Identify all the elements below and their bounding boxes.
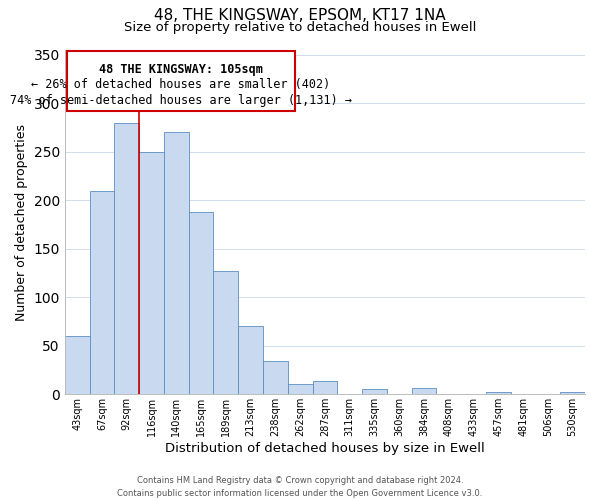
Bar <box>486 392 511 394</box>
Text: 48, THE KINGSWAY, EPSOM, KT17 1NA: 48, THE KINGSWAY, EPSOM, KT17 1NA <box>154 8 446 22</box>
Bar <box>263 362 288 394</box>
Bar <box>362 390 387 394</box>
Bar <box>412 388 436 394</box>
Bar <box>188 212 214 394</box>
Bar <box>313 380 337 394</box>
Y-axis label: Number of detached properties: Number of detached properties <box>15 124 28 320</box>
Bar <box>214 271 238 394</box>
X-axis label: Distribution of detached houses by size in Ewell: Distribution of detached houses by size … <box>165 442 485 455</box>
Bar <box>238 326 263 394</box>
Bar <box>89 190 115 394</box>
Bar <box>164 132 188 394</box>
Bar <box>67 51 295 111</box>
Bar <box>288 384 313 394</box>
Text: 48 THE KINGSWAY: 105sqm: 48 THE KINGSWAY: 105sqm <box>99 62 263 76</box>
Text: 74% of semi-detached houses are larger (1,131) →: 74% of semi-detached houses are larger (… <box>10 94 352 106</box>
Bar <box>139 152 164 394</box>
Bar <box>115 123 139 394</box>
Text: ← 26% of detached houses are smaller (402): ← 26% of detached houses are smaller (40… <box>31 78 331 91</box>
Bar <box>65 336 89 394</box>
Text: Size of property relative to detached houses in Ewell: Size of property relative to detached ho… <box>124 21 476 34</box>
Text: Contains HM Land Registry data © Crown copyright and database right 2024.
Contai: Contains HM Land Registry data © Crown c… <box>118 476 482 498</box>
Bar <box>560 392 585 394</box>
